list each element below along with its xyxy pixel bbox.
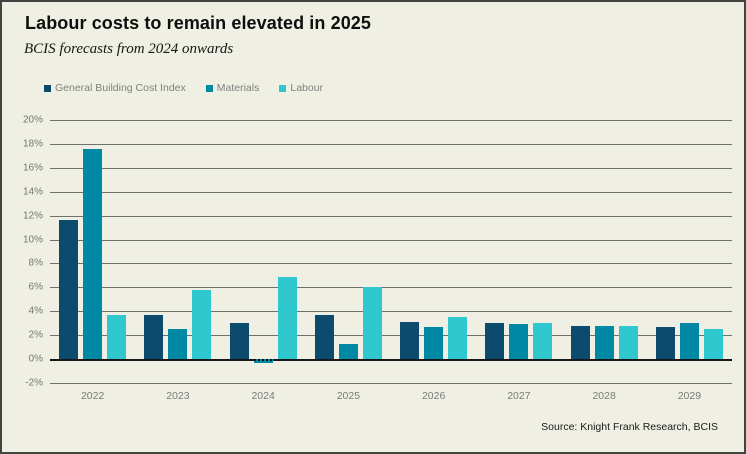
bar-materials-2027 [509, 324, 529, 360]
legend-swatch-icon [44, 84, 51, 92]
legend-item-3: Labour [279, 82, 323, 94]
bar-labour-2022 [107, 314, 127, 360]
x-axis-tick-label: 2028 [592, 390, 616, 402]
bar-materials-2022 [83, 148, 103, 360]
legend-label: General Building Cost Index [55, 82, 186, 94]
bar-labour-2027 [533, 323, 553, 360]
y-axis-tick-label: 10% [22, 234, 43, 246]
bar-labour-2028 [618, 325, 638, 360]
zero-axis-dotted-overlay [50, 359, 732, 362]
gridline [50, 239, 732, 241]
bar-general-building-cost-index-2025 [314, 314, 334, 360]
y-axis-tick-label: 18% [22, 138, 43, 150]
bar-materials-2029 [679, 323, 699, 360]
bar-general-building-cost-index-2023 [144, 314, 164, 360]
y-axis-tick-label: 4% [28, 305, 43, 317]
x-axis-tick-label: 2025 [336, 390, 361, 402]
bar-labour-2023 [192, 289, 212, 360]
bar-general-building-cost-index-2028 [570, 325, 590, 360]
y-axis-tick-label: 12% [22, 210, 43, 222]
bar-general-building-cost-index-2022 [59, 220, 79, 360]
bar-materials-2026 [424, 326, 444, 360]
bar-materials-2028 [594, 325, 614, 360]
bar-labour-2029 [703, 329, 723, 360]
gridline [50, 311, 732, 313]
bar-labour-2025 [362, 287, 382, 360]
y-axis-tick-label: 0% [28, 353, 43, 365]
bar-labour-2024 [277, 276, 297, 360]
x-axis-tick-label: 2023 [166, 390, 190, 402]
gridline [50, 191, 732, 193]
x-axis-tick-label: 2024 [251, 390, 275, 402]
y-axis-tick-label: 8% [28, 257, 43, 269]
y-axis-tick-label: 16% [22, 162, 43, 174]
page-title: Labour costs to remain elevated in 2025 [25, 13, 372, 33]
bar-chart-plot-area: 20% 18% 16% 14% 12% 10% 8% 6% 4% 2% 0% -2% 2022 2023 2… [23, 115, 732, 402]
gridline [50, 120, 732, 121]
legend-label: Labour [290, 82, 324, 94]
gridline [50, 287, 732, 289]
x-axis-tick-label: 2027 [507, 390, 531, 402]
gridline [50, 167, 732, 169]
gridline [50, 383, 732, 384]
y-axis-tick-label: -2% [25, 377, 43, 389]
gridline [50, 263, 732, 265]
x-axis-tick-label: 2022 [80, 390, 105, 402]
y-axis-tick-label: 6% [28, 281, 43, 293]
gridline [50, 143, 732, 145]
bar-materials-2025 [338, 343, 358, 360]
bar-general-building-cost-index-2024 [229, 323, 249, 360]
page-subtitle: BCIS forecasts from 2024 onwards [24, 41, 234, 57]
bar-general-building-cost-index-2027 [485, 323, 505, 360]
x-axis-tick-label: 2029 [677, 390, 702, 402]
legend-item-2: Materials [205, 82, 260, 94]
legend-item-1: General Building Cost Index [44, 82, 186, 94]
y-axis-tick-label: 14% [22, 186, 43, 198]
bar-materials-2023 [168, 329, 188, 360]
gridline [50, 215, 732, 217]
gridline [50, 335, 732, 337]
chart-legend: General Building Cost Index Materials Labo… [44, 82, 323, 94]
y-axis-tick-label: 2% [28, 329, 43, 341]
source-note: Source: Knight Frank Research, BCIS [541, 421, 718, 433]
bar-general-building-cost-index-2026 [400, 322, 420, 360]
y-axis-tick-label: 20% [22, 114, 43, 126]
x-axis-tick-label: 2026 [421, 390, 446, 402]
bar-labour-2026 [448, 317, 468, 360]
legend-swatch-icon [205, 84, 213, 92]
bar-general-building-cost-index-2029 [655, 326, 675, 360]
legend-swatch-icon [279, 84, 287, 92]
legend-label: Materials [216, 82, 260, 94]
